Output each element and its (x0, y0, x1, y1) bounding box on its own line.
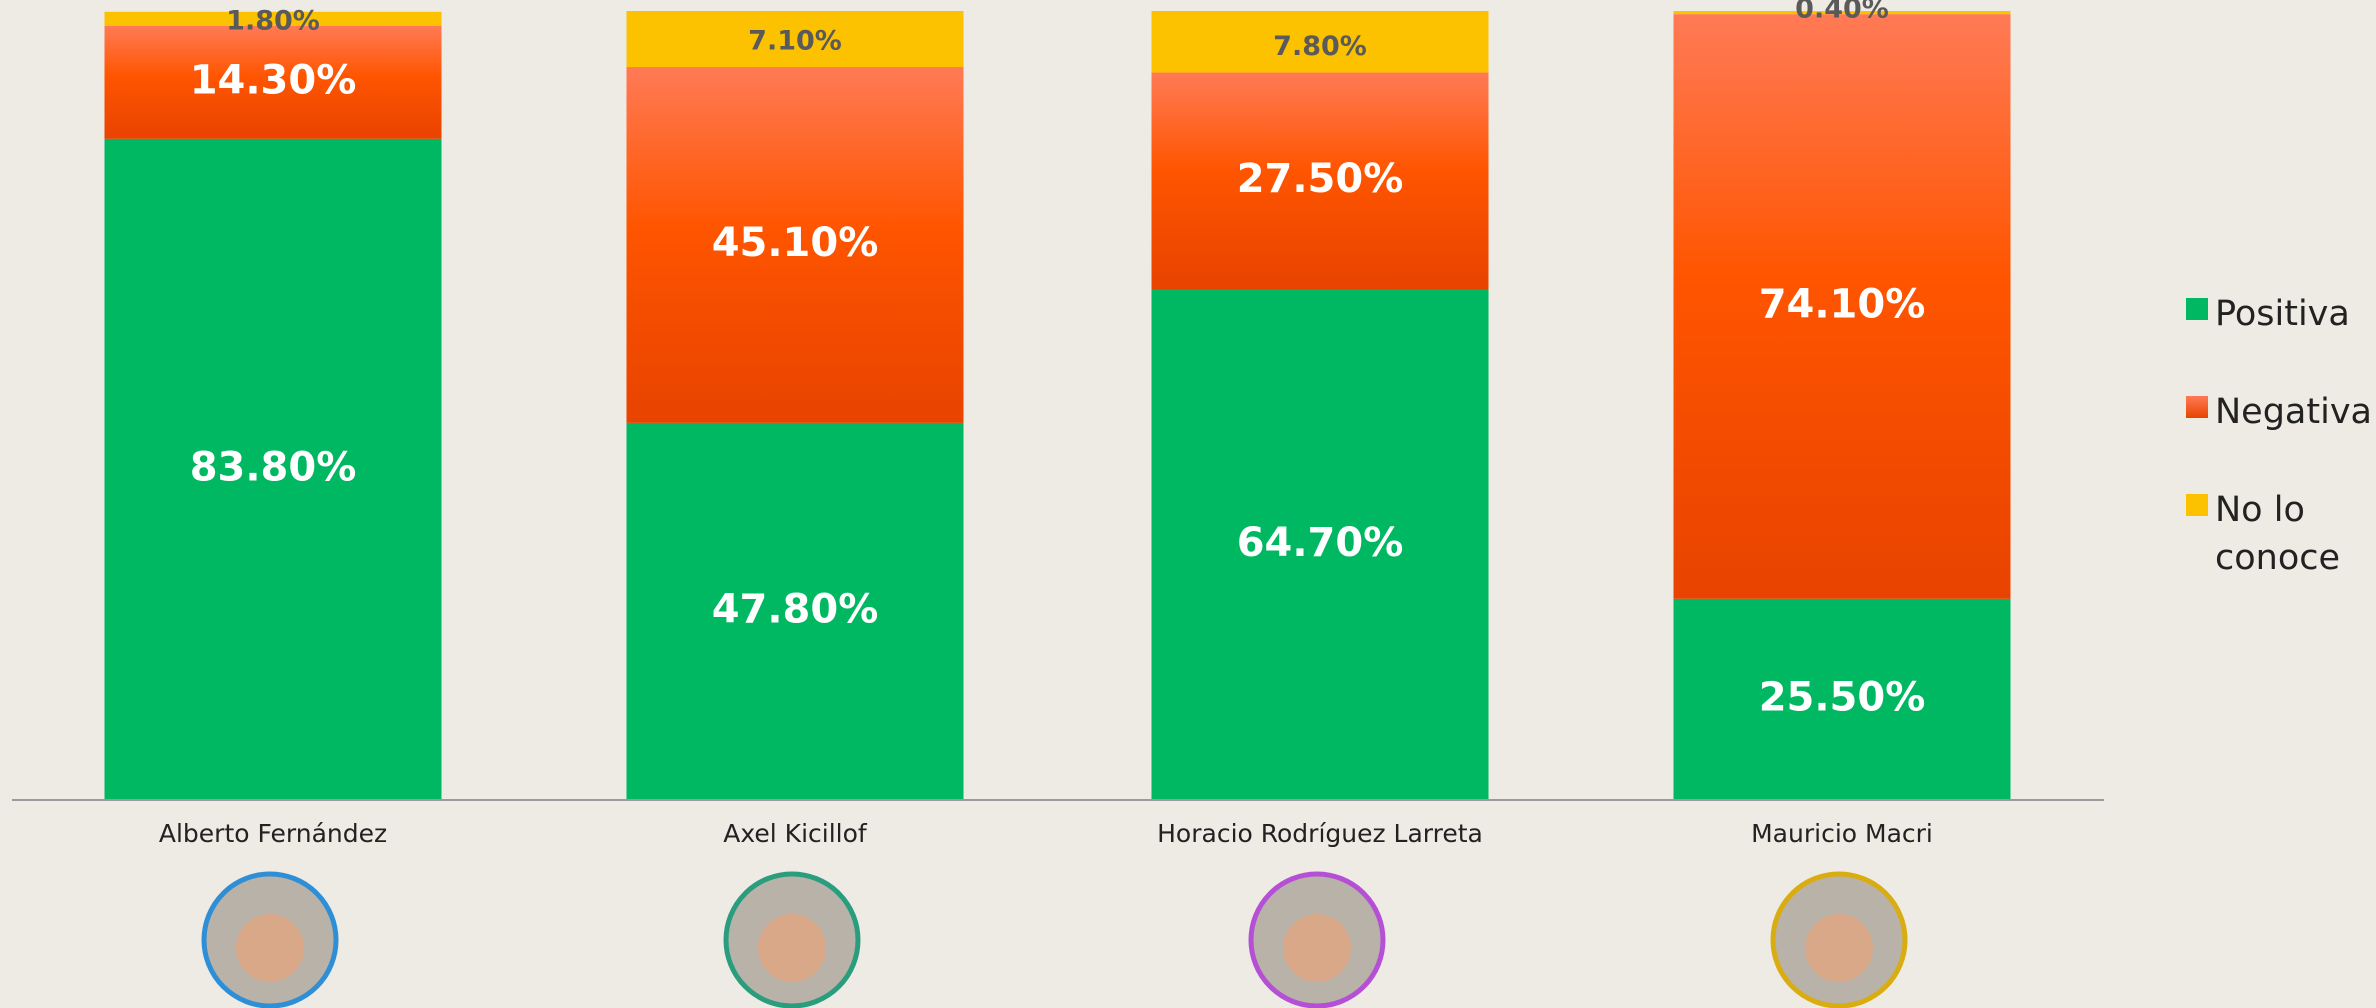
value-label: 64.70% (1237, 520, 1404, 566)
legend-swatch (2186, 494, 2208, 516)
value-label: 83.80% (190, 444, 357, 490)
legend-swatch (2186, 396, 2208, 418)
value-label: 27.50% (1237, 156, 1404, 202)
category-label: Axel Kicillof (723, 819, 868, 848)
legend-label: Positiva (2215, 290, 2365, 338)
avatar-face (758, 914, 826, 982)
legend-item: No lo conoce (2186, 486, 2371, 582)
value-label: 7.80% (1273, 31, 1367, 62)
avatar-face (236, 914, 304, 982)
value-label: 74.10% (1759, 281, 1926, 327)
legend-item: Positiva (2186, 290, 2371, 338)
legend-swatch (2186, 298, 2208, 320)
legend: Positiva Negativa No lo conoce (2186, 290, 2371, 632)
value-label: 45.10% (712, 220, 879, 266)
page: 83.80% 14.30% 1.80% Alberto Fernández 47.80%… (0, 0, 2376, 1008)
value-label: 14.30% (190, 57, 357, 103)
value-label: 25.50% (1759, 674, 1926, 720)
value-label: 0.40% (1795, 0, 1889, 25)
legend-label: No lo conoce (2215, 486, 2365, 582)
avatar-face (1283, 914, 1351, 982)
value-label: 7.10% (748, 26, 842, 57)
legend-item: Negativa (2186, 388, 2371, 436)
chart: 83.80% 14.30% 1.80% Alberto Fernández 47.80%… (0, 0, 2376, 1008)
category-label: Alberto Fernández (159, 819, 387, 848)
category-label: Mauricio Macri (1751, 819, 1933, 848)
value-label: 1.80% (226, 5, 320, 36)
value-label: 47.80% (712, 586, 879, 632)
legend-label: Negativa (2215, 388, 2365, 436)
category-label: Horacio Rodríguez Larreta (1157, 819, 1483, 848)
avatar-face (1805, 914, 1873, 982)
